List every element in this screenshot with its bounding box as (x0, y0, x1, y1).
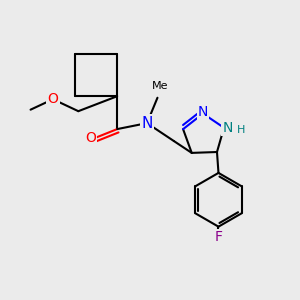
Text: H: H (236, 125, 245, 135)
Text: F: F (214, 230, 223, 244)
Text: N: N (222, 121, 233, 135)
Text: O: O (47, 92, 58, 106)
Text: N: N (141, 116, 153, 130)
Text: N: N (198, 105, 208, 119)
Text: O: O (85, 131, 96, 145)
Text: Me: Me (152, 81, 169, 91)
